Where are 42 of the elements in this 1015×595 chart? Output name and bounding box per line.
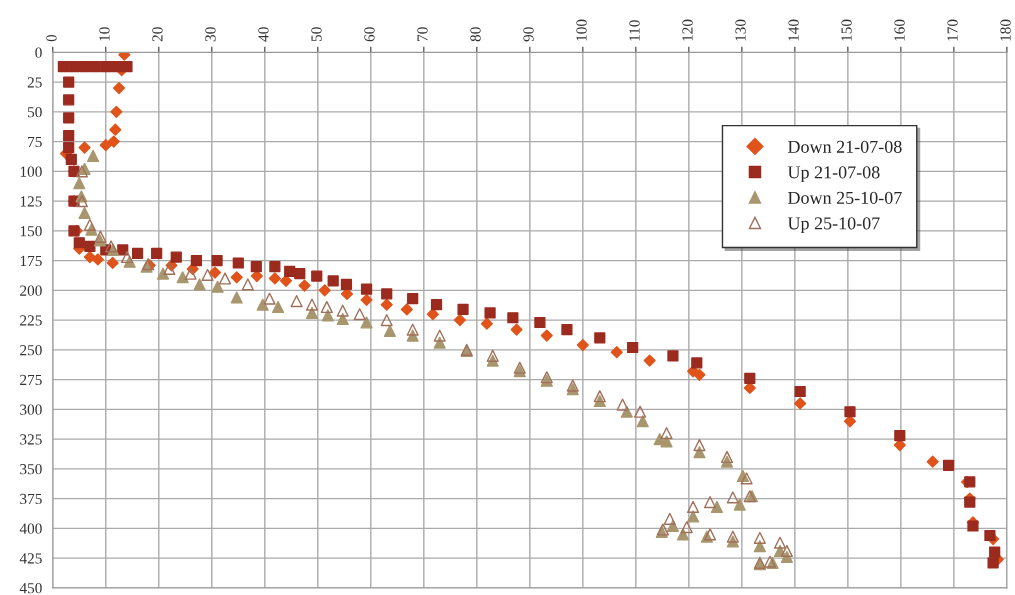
x-tick-label: 130	[735, 19, 746, 41]
y-tick-label: 425	[19, 553, 42, 564]
y-tick-label: 0	[35, 47, 42, 58]
legend-label: Up 21-07-08	[787, 166, 880, 183]
x-tick-label: 0	[46, 34, 57, 42]
x-tick-label: 50	[311, 27, 322, 42]
x-tick-label: 140	[788, 19, 799, 41]
y-tick-label: 25	[27, 77, 42, 88]
y-tick-label: 375	[20, 493, 42, 505]
x-tick-label: 90	[523, 27, 534, 42]
x-tick-label: 70	[417, 27, 428, 41]
x-tick-label: 60	[364, 27, 375, 42]
y-tick-label: 325	[20, 434, 42, 445]
x-tick-label: 30	[205, 27, 216, 42]
y-tick-label: 200	[20, 285, 42, 296]
y-tick-label: 150	[20, 226, 42, 237]
x-tick-label: 100	[576, 19, 587, 41]
x-tick-label: 80	[470, 27, 481, 42]
y-tick-label: 400	[19, 523, 42, 534]
y-tick-label: 75	[28, 136, 42, 148]
legend-label: Up 25-10-07	[787, 217, 880, 234]
x-tick-label: 110	[629, 20, 640, 41]
x-tick-label: 170	[947, 19, 958, 41]
x-tick-label: 120	[682, 19, 693, 41]
y-tick-label: 300	[20, 404, 42, 415]
x-tick-label: 40	[258, 27, 269, 42]
legend-label: Down 21-07-08	[787, 140, 902, 153]
x-tick-label: 160	[894, 19, 905, 41]
y-tick-label: 175	[20, 255, 42, 267]
y-tick-label: 250	[20, 345, 42, 356]
x-tick-label: 20	[152, 27, 163, 42]
x-tick-label: 180	[1000, 19, 1011, 41]
legend-label: Down 25-10-07	[787, 191, 902, 204]
x-tick-label: 10	[99, 27, 110, 41]
y-tick-label: 350	[20, 464, 42, 475]
x-tick-label: 150	[841, 19, 852, 41]
y-tick-label: 125	[20, 196, 42, 207]
y-tick-label: 100	[20, 166, 42, 177]
y-tick-label: 50	[27, 107, 42, 118]
y-tick-label: 450	[19, 583, 42, 594]
y-tick-label: 225	[20, 315, 42, 326]
y-tick-label: 275	[20, 374, 42, 386]
